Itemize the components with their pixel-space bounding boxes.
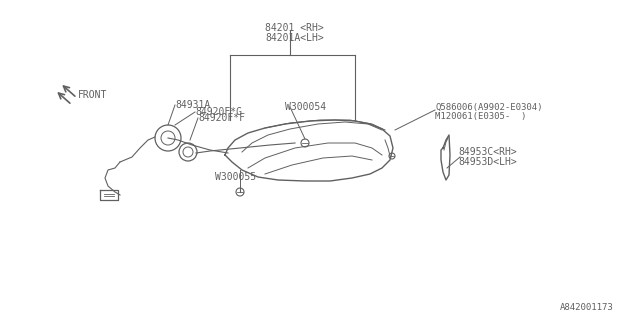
Text: 84953C<RH>: 84953C<RH>	[458, 147, 516, 157]
Text: 84201 <RH>: 84201 <RH>	[265, 23, 324, 33]
Text: FRONT: FRONT	[78, 90, 108, 100]
Text: 84931A: 84931A	[175, 100, 211, 110]
Text: 84201A<LH>: 84201A<LH>	[265, 33, 324, 43]
Text: A842001173: A842001173	[560, 303, 614, 313]
Text: W300054: W300054	[285, 102, 326, 112]
Text: W300055: W300055	[215, 172, 256, 182]
Text: M120061(E0305-  ): M120061(E0305- )	[435, 111, 526, 121]
Text: 84920F*G: 84920F*G	[195, 107, 242, 117]
Text: 84920F*F: 84920F*F	[198, 113, 245, 123]
Text: 84953D<LH>: 84953D<LH>	[458, 157, 516, 167]
Text: Q586006(A9902-E0304): Q586006(A9902-E0304)	[435, 102, 543, 111]
